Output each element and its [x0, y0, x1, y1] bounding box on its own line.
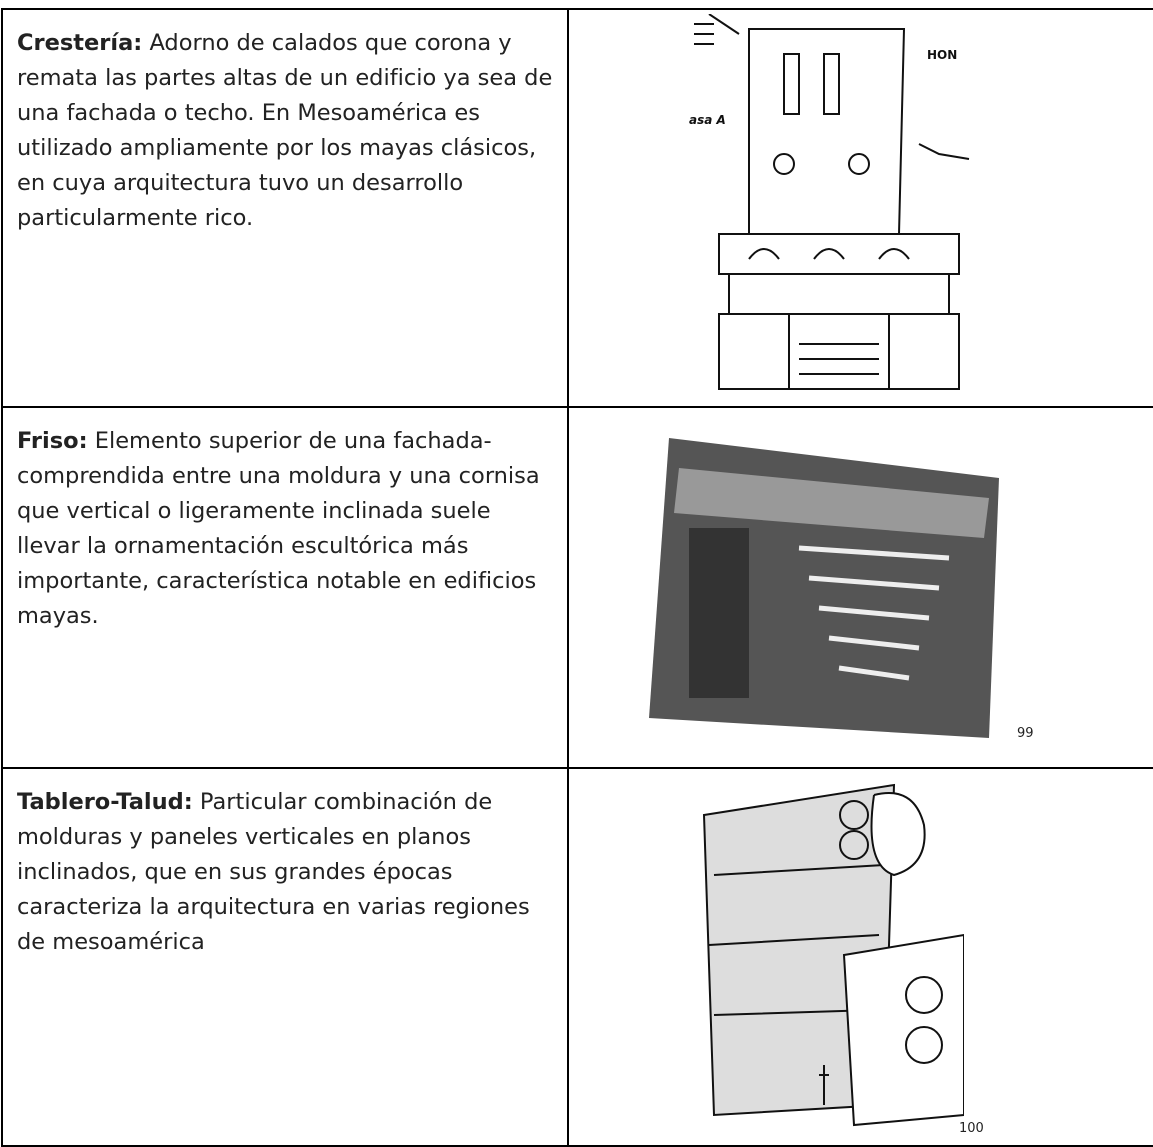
- definition-cell: Crestería: Adorno de calados que corona …: [1, 8, 569, 408]
- image-cell: HON asa A: [567, 8, 1153, 408]
- glossary-table: Crestería: Adorno de calados que corona …: [1, 8, 1153, 1147]
- image-cell: 99: [567, 406, 1153, 769]
- definition: Particular combinación de molduras y pan…: [17, 789, 530, 955]
- cresteria-drawing: HON asa A: [689, 14, 970, 390]
- image-cell: 100: [567, 767, 1153, 1147]
- definition-cell: Friso: Elemento superior de una fachada-…: [1, 406, 569, 769]
- row: Friso: Elemento superior de una fachada-…: [1, 406, 1153, 769]
- term: Friso:: [17, 428, 88, 454]
- definition-cell: Tablero-Talud: Particular combinación de…: [1, 767, 569, 1147]
- image-label: HON: [927, 48, 957, 62]
- tablero-talud-drawing: [702, 783, 964, 1127]
- image-label: asa A: [689, 113, 726, 127]
- row: Crestería: Adorno de calados que corona …: [1, 8, 1153, 408]
- definition: Adorno de calados que corona y remata la…: [17, 30, 553, 231]
- friso-drawing: [649, 438, 999, 738]
- definition: Elemento superior de una fachada- compre…: [17, 428, 540, 629]
- term: Crestería:: [17, 30, 143, 56]
- footnote: 99: [1017, 726, 1034, 741]
- term: Tablero-Talud:: [17, 789, 193, 815]
- row: Tablero-Talud: Particular combinación de…: [1, 767, 1153, 1147]
- footnote: 100: [959, 1121, 984, 1136]
